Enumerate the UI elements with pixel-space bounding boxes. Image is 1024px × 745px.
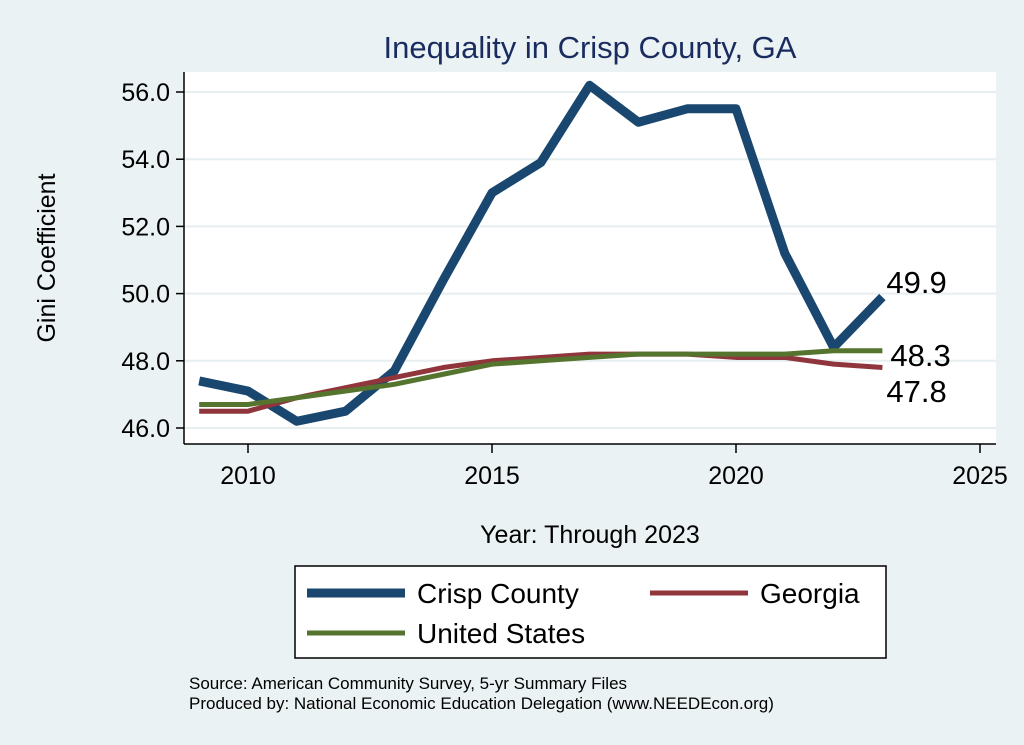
y-tick-label: 52.0 [121, 213, 170, 241]
end-label-united-states: 48.3 [890, 338, 950, 373]
plot-area [184, 72, 996, 444]
series-line-crisp-county [198, 80, 886, 426]
end-label-crisp-county: 49.9 [886, 265, 946, 300]
y-axis-label: Gini Coefficient [33, 173, 61, 342]
y-tick-label: 46.0 [121, 415, 170, 443]
series-line-united-states [199, 348, 883, 407]
x-tick-label: 2020 [708, 462, 764, 490]
source-note: Source: American Community Survey, 5-yr … [189, 674, 627, 693]
x-axis-label: Year: Through 2023 [480, 521, 700, 549]
axes: 46.0 48.0 50.0 52.0 54.0 56.0 2010 2015 2020 2025 [121, 72, 1008, 490]
produced-by-note: Produced by: National Economic Education… [189, 694, 774, 713]
legend: Crisp County Georgia United States [294, 565, 887, 659]
x-tick-label: 2025 [952, 462, 1008, 490]
legend-label-crisp-county: Crisp County [417, 578, 579, 609]
x-tick-label: 2015 [464, 462, 520, 490]
chart-title: Inequality in Crisp County, GA [384, 30, 797, 65]
y-tick-label: 56.0 [121, 79, 170, 107]
series-lines [198, 80, 886, 426]
legend-label-united-states: United States [417, 618, 585, 649]
y-tick-label: 50.0 [121, 281, 170, 309]
y-tick-label: 54.0 [121, 146, 170, 174]
legend-box [294, 565, 887, 659]
y-tick-label: 48.0 [121, 348, 170, 376]
x-tick-label: 2010 [220, 462, 276, 490]
end-label-georgia: 47.8 [886, 374, 946, 409]
end-labels: 49.9 47.848.3 [886, 265, 950, 409]
legend-label-georgia: Georgia [760, 578, 860, 609]
